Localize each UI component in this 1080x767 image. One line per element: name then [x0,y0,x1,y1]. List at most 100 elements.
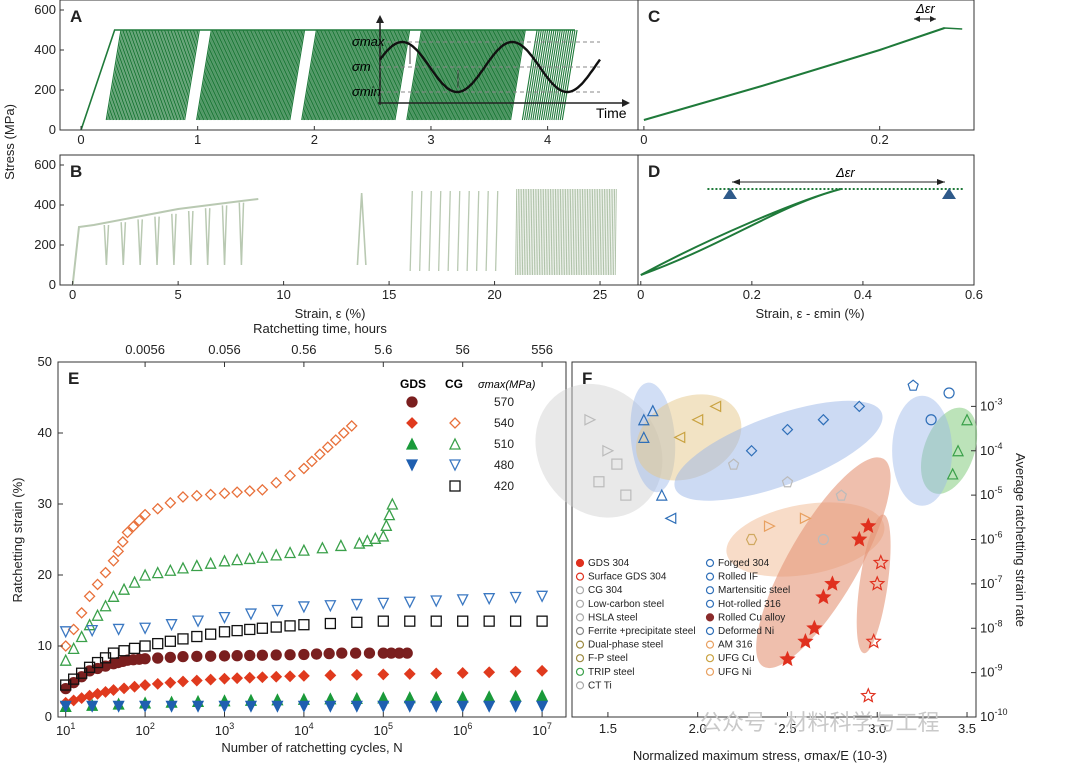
marker-triangle [637,431,650,443]
loop-b [528,188,531,276]
inset-label-sigma-m: σm [352,59,371,74]
legend-label: CT Ti [588,680,612,691]
ytick-label: 10-8 [980,618,1002,635]
loop-line [353,29,370,121]
marker-triangle-down [165,700,178,713]
loop-b [589,188,592,276]
marker-triangle-down [483,700,496,713]
loop-line [200,29,216,121]
marker-triangle-down [456,594,469,607]
marker-pentagon [781,475,794,488]
marker-triangle [952,444,965,457]
loop-line [243,29,260,121]
marker-diamond [449,417,461,429]
marker-circle [218,650,231,662]
loop-line [408,29,425,121]
loop-line [198,29,215,121]
panel-f-xticks: 1.5 2.0 2.5 3.0 3.5 [599,712,976,736]
panel-c-delta-arrowhead-left [914,16,920,22]
marker-diamond [406,417,418,429]
envelope-line [80,29,575,131]
marker-triangle-down [191,700,205,713]
loop-line [452,29,469,121]
hysteresis-loop [640,188,841,276]
loop-line [246,29,262,121]
loop-line [559,29,576,121]
xtick-label: 1 [194,132,201,147]
marker-triangle [284,546,297,559]
marker-square [139,640,151,652]
loop-b [538,188,541,276]
marker-diamond [107,554,120,567]
loop-line [251,29,268,121]
loop-line [528,29,544,121]
loop-line [433,29,450,121]
loop-line [240,29,257,121]
marker-circle [256,649,269,661]
panel-a-xticks: 0 1 2 3 4 [77,126,551,147]
loop-line [551,29,568,121]
loop-b [575,188,578,276]
loop-line [150,29,167,121]
loop-line [445,29,462,121]
marker-square [593,476,605,488]
marker-star [860,517,877,534]
ytick-label: 10-9 [980,663,1002,680]
loop-line [411,29,428,121]
top-tick-label: 0.56 [291,342,316,357]
loop-b [608,188,610,276]
loop-b [466,190,470,272]
loop-line [178,29,195,121]
loop-line [220,29,237,121]
loop-b [171,213,177,266]
panel-d-marker-right [942,188,956,199]
loop-line [168,29,184,121]
legend-marker [705,599,715,608]
marker-triangle [509,689,522,702]
marker-triangle-down [112,623,125,636]
loop-line [370,29,386,121]
marker-triangle [483,690,496,703]
loop-b [587,188,590,276]
loop-line [278,29,295,121]
loop-line [322,29,339,121]
loop-b [532,188,535,276]
loop-line [345,29,362,121]
legend-label: Low-carbon steel [588,599,664,610]
ytick-label: 20 [38,567,52,582]
loop-line [439,29,455,121]
marker-diamond [297,462,310,475]
loop-b [572,188,575,276]
xtick-label: 25 [593,287,607,302]
ytick-label: 10-4 [980,441,1002,458]
marker-triangle [204,556,217,569]
series-triangle-down-open-480 [59,590,549,639]
loop-line [144,29,161,121]
legend-label: Rolled Cu alloy [718,612,785,623]
loop-b [533,188,536,276]
marker-triangle [107,589,120,602]
loop-line [155,29,171,121]
loop-line [393,29,409,121]
loop-line [352,29,369,121]
marker-diamond [817,413,830,426]
legend-label: CG 304 [588,585,623,596]
loop-line [117,29,134,121]
loop-line [307,29,324,121]
loop-line [444,29,461,121]
xtick-label: 3 [427,132,434,147]
marker-triangle-down [218,611,231,625]
cluster-shade [892,395,953,506]
marker-triangle-down [403,700,416,713]
marker-diamond [345,419,358,432]
loop-line [273,29,289,121]
legend-marker [575,654,585,663]
loop-b [542,188,545,276]
marker-circle [244,649,256,662]
marker-square [620,489,632,501]
loop-line [436,29,453,121]
legend-label: Deformed Ni [718,626,774,637]
marker-triangle-down [297,601,310,614]
marker-diamond [305,455,318,468]
